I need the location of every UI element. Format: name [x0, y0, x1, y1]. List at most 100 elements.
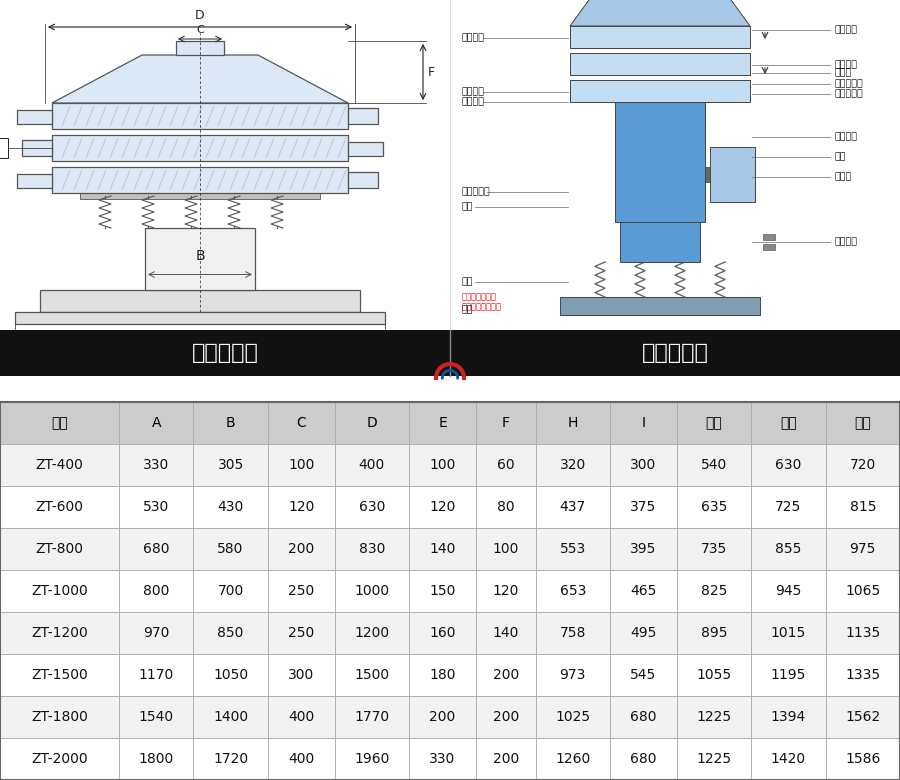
- Text: 395: 395: [630, 542, 657, 556]
- Bar: [194, 654, 268, 696]
- Text: 400: 400: [288, 710, 314, 724]
- Bar: [677, 696, 751, 738]
- Text: ZT-1500: ZT-1500: [32, 668, 88, 682]
- Text: 球形清洁板: 球形清洁板: [835, 80, 864, 88]
- Bar: [268, 402, 335, 444]
- Bar: [677, 612, 751, 654]
- Text: 外形尺寸图: 外形尺寸图: [192, 343, 258, 363]
- Text: 1065: 1065: [845, 584, 880, 598]
- Bar: [825, 444, 900, 486]
- Text: 120: 120: [492, 584, 519, 598]
- Bar: [119, 738, 194, 780]
- Text: 120: 120: [429, 500, 455, 514]
- Bar: [410, 486, 476, 528]
- Text: 1015: 1015: [770, 626, 806, 640]
- Bar: [677, 570, 751, 612]
- Bar: [536, 570, 610, 612]
- Bar: [0, 444, 119, 486]
- Bar: [119, 654, 194, 696]
- Text: 180: 180: [429, 668, 455, 682]
- Bar: [825, 402, 900, 444]
- Text: 580: 580: [218, 542, 244, 556]
- Text: 825: 825: [701, 584, 727, 598]
- Text: 100: 100: [492, 542, 519, 556]
- Bar: [610, 612, 677, 654]
- Text: F: F: [428, 66, 435, 79]
- Text: 400: 400: [288, 752, 314, 766]
- Text: 830: 830: [359, 542, 385, 556]
- Bar: [825, 654, 900, 696]
- Text: ZT-1800: ZT-1800: [32, 710, 88, 724]
- Bar: [194, 486, 268, 528]
- Bar: [825, 570, 900, 612]
- Bar: [752, 696, 825, 738]
- Bar: [752, 570, 825, 612]
- Bar: [335, 528, 410, 570]
- Bar: [677, 528, 751, 570]
- Bar: [536, 612, 610, 654]
- Bar: [536, 696, 610, 738]
- Text: 250: 250: [288, 626, 314, 640]
- Text: 60: 60: [497, 458, 515, 472]
- Bar: [0, 138, 8, 158]
- Text: 1055: 1055: [697, 668, 732, 682]
- Bar: [705, 167, 710, 182]
- Text: 1225: 1225: [697, 752, 732, 766]
- Text: 540: 540: [701, 458, 727, 472]
- Bar: [536, 486, 610, 528]
- Text: E: E: [438, 416, 447, 430]
- Text: 160: 160: [429, 626, 455, 640]
- Bar: [335, 696, 410, 738]
- Bar: [610, 570, 677, 612]
- Text: 635: 635: [701, 500, 727, 514]
- Bar: [752, 486, 825, 528]
- Text: C: C: [196, 25, 204, 35]
- Bar: [620, 222, 700, 262]
- Bar: [52, 135, 348, 161]
- Text: 1170: 1170: [139, 668, 174, 682]
- Bar: [610, 696, 677, 738]
- Bar: [570, 26, 750, 48]
- Bar: [119, 696, 194, 738]
- Text: 970: 970: [143, 626, 169, 640]
- Bar: [536, 528, 610, 570]
- Bar: [570, 53, 750, 75]
- Text: 弹簧: 弹簧: [462, 278, 473, 286]
- Text: 1770: 1770: [355, 710, 390, 724]
- Text: 120: 120: [288, 500, 314, 514]
- Bar: [268, 444, 335, 486]
- Text: 200: 200: [492, 668, 519, 682]
- Text: 底座: 底座: [462, 306, 473, 314]
- Text: 975: 975: [850, 542, 876, 556]
- Text: 辅助筛网: 辅助筛网: [835, 26, 858, 34]
- Text: 1025: 1025: [555, 710, 590, 724]
- Text: 465: 465: [630, 584, 657, 598]
- Text: ZT-600: ZT-600: [35, 500, 84, 514]
- Bar: [268, 738, 335, 780]
- Text: 二层: 二层: [780, 416, 796, 430]
- Text: 200: 200: [429, 710, 455, 724]
- Bar: [610, 402, 677, 444]
- Text: 855: 855: [775, 542, 802, 556]
- Text: 束环: 束环: [462, 203, 473, 211]
- Bar: [119, 528, 194, 570]
- Bar: [335, 444, 410, 486]
- Bar: [335, 486, 410, 528]
- Text: 1335: 1335: [845, 668, 880, 682]
- Polygon shape: [52, 55, 348, 103]
- Text: 945: 945: [775, 584, 802, 598]
- Bar: [677, 738, 751, 780]
- Bar: [710, 147, 755, 202]
- Bar: [410, 444, 476, 486]
- Bar: [80, 193, 320, 199]
- Text: D: D: [366, 416, 377, 430]
- Bar: [335, 654, 410, 696]
- Text: 顶部框架: 顶部框架: [462, 34, 485, 42]
- Bar: [268, 486, 335, 528]
- Text: 运输用固定螺栓
试机时去掉！！！: 运输用固定螺栓 试机时去掉！！！: [462, 292, 502, 311]
- Bar: [268, 612, 335, 654]
- Text: 电动机: 电动机: [835, 172, 852, 182]
- Bar: [268, 696, 335, 738]
- Text: 底部框架: 底部框架: [462, 98, 485, 107]
- Text: B: B: [195, 249, 205, 263]
